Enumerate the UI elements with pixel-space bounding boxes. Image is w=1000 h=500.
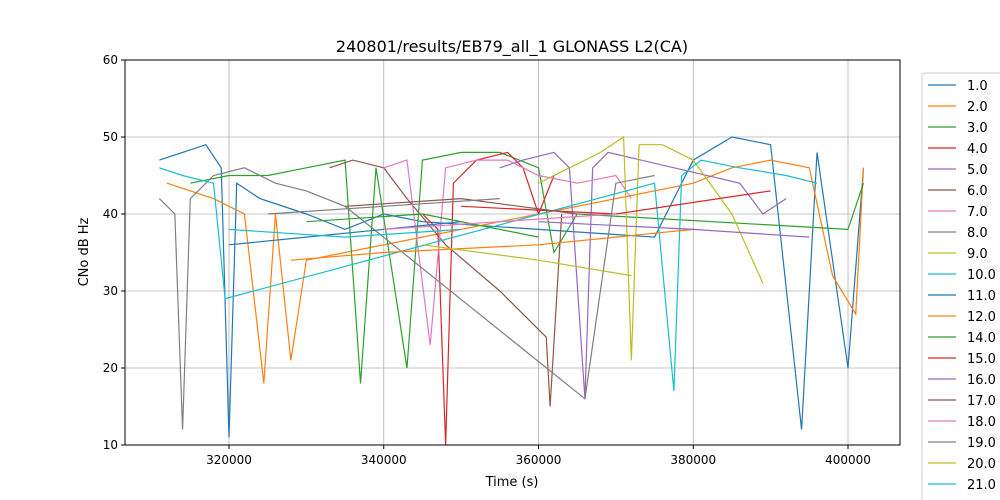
legend-label: 1.0 [967,79,988,94]
plot-frame [124,59,901,446]
series-line-14.0 [306,213,539,238]
legend-label: 4.0 [967,142,988,157]
legend-label: 19.0 [967,436,996,451]
y-tick-label: 40 [103,207,118,221]
legend-label: 3.0 [967,121,988,136]
series-line-19.0 [267,198,500,215]
legend-label: 9.0 [967,247,988,262]
series-line-5.0 [499,151,787,399]
y-axis-label: CNo dB Hz [77,217,92,286]
series-line-18.0 [383,213,616,230]
legend-label: 15.0 [967,352,996,367]
series-line-8.0 [158,167,655,430]
legend-label: 6.0 [967,184,988,199]
legend-label: 8.0 [967,226,988,241]
series-line-4.0 [422,151,555,446]
series-line-11.0 [228,221,462,246]
series-line-20.0 [422,244,632,277]
x-tick-label: 380000 [670,453,716,467]
y-tick-label: 10 [103,438,118,452]
series-line-16.0 [538,221,810,238]
x-axis-label: Time (s) [485,475,539,490]
legend-label: 11.0 [967,289,996,304]
series-line-10.0 [159,159,818,392]
chart-title: 240801/results/EB79_all_1 GLONASS L2(CA) [336,37,688,57]
series-line-17.0 [345,197,578,215]
legend-label: 18.0 [967,415,996,430]
series-line-1.0 [159,136,865,438]
series-line-12.0 [290,228,694,261]
series-line-6.0 [329,159,563,407]
y-tick-label: 20 [103,361,118,375]
y-tick-label: 30 [103,284,118,298]
legend-label: 17.0 [967,394,996,409]
legend-label: 2.0 [967,100,988,115]
x-tick-label: 340000 [361,453,407,467]
legend-label: 12.0 [967,310,996,325]
y-tick-label: 50 [103,130,118,144]
legend-label: 7.0 [967,205,988,220]
legend-label: 14.0 [967,331,996,346]
legend-box [921,72,1000,500]
series-line-2.0 [166,159,865,384]
legend-label: 20.0 [967,457,996,472]
series-line-3.0 [190,151,865,384]
x-tick-label: 320000 [206,453,252,467]
x-tick-label: 360000 [516,453,562,467]
legend-label: 21.0 [967,478,996,493]
legend-label: 5.0 [967,163,988,178]
series-line-21.0 [228,228,462,238]
legend-label: 10.0 [967,268,996,283]
series-line-9.0 [538,135,764,361]
series-line-7.0 [383,159,632,345]
y-tick-label: 60 [103,53,118,67]
legend-label: 16.0 [967,373,996,388]
x-tick-label: 400000 [825,453,871,467]
